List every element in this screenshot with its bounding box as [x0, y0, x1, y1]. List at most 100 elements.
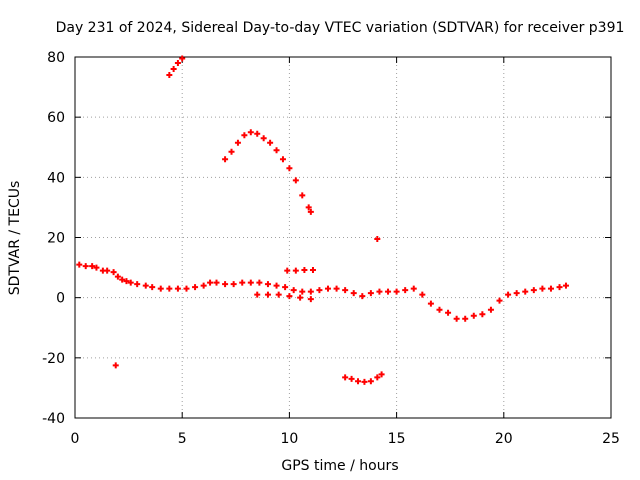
data-point — [462, 315, 469, 322]
data-point — [123, 278, 130, 285]
y-tick-label: 0 — [56, 291, 65, 307]
data-point — [93, 264, 100, 271]
data-point — [410, 285, 417, 292]
data-point — [342, 374, 349, 381]
y-tick-label: 80 — [47, 50, 65, 66]
x-axis-label: GPS time / hours — [281, 458, 398, 474]
data-point — [361, 378, 368, 385]
data-point — [374, 236, 381, 243]
data-point — [82, 263, 89, 270]
data-point — [307, 296, 314, 303]
data-point — [556, 284, 563, 291]
data-point — [305, 204, 312, 211]
data-point — [247, 279, 254, 286]
data-point — [273, 147, 280, 154]
data-point — [127, 279, 134, 286]
data-point — [260, 135, 267, 142]
data-point — [228, 148, 235, 155]
data-point — [279, 156, 286, 163]
y-tick-label: 60 — [47, 110, 65, 126]
data-point — [200, 282, 207, 289]
x-tick-label: 20 — [495, 431, 513, 447]
data-point — [427, 300, 434, 307]
data-point — [267, 139, 274, 146]
data-point — [110, 269, 117, 276]
data-point — [496, 297, 503, 304]
data-point — [479, 311, 486, 318]
series-arc-negative — [342, 371, 385, 385]
data-point — [562, 282, 569, 289]
data-point — [470, 312, 477, 319]
data-point — [174, 60, 181, 67]
data-point — [230, 281, 237, 288]
data-point — [207, 279, 214, 286]
data-point — [241, 132, 248, 139]
x-tick-label: 0 — [71, 431, 80, 447]
y-tick-label: -40 — [42, 411, 65, 427]
data-point — [419, 291, 426, 298]
data-point — [309, 266, 316, 273]
data-point — [286, 165, 293, 172]
data-point — [142, 282, 149, 289]
data-point — [374, 374, 381, 381]
data-point — [539, 285, 546, 292]
data-point — [112, 362, 119, 369]
data-point — [174, 285, 181, 292]
data-point — [316, 287, 323, 294]
y-axis-label: SDTVAR / TECUs — [7, 181, 23, 296]
data-point — [264, 291, 271, 298]
x-tick-label: 5 — [178, 431, 187, 447]
data-point — [213, 279, 220, 286]
data-point — [350, 290, 357, 297]
series-arc-mid — [222, 129, 314, 215]
data-point — [254, 291, 261, 298]
data-point — [299, 192, 306, 199]
data-point — [89, 263, 96, 270]
data-point — [367, 290, 374, 297]
data-point — [256, 279, 263, 286]
data-point — [505, 291, 512, 298]
data-points — [76, 55, 569, 385]
data-point — [445, 309, 452, 316]
axis-ticks: 0 5 10 15 20 25 -40 -20 0 20 40 60 80 — [42, 50, 620, 447]
data-point — [114, 273, 121, 280]
data-point — [385, 288, 392, 295]
data-point — [264, 281, 271, 288]
data-point — [76, 261, 83, 268]
data-point — [234, 139, 241, 146]
data-point — [273, 282, 280, 289]
data-point — [402, 287, 409, 294]
data-point — [453, 315, 460, 322]
data-point — [307, 208, 314, 215]
data-point — [348, 375, 355, 382]
data-point — [284, 267, 291, 274]
data-point — [355, 378, 362, 385]
data-point — [393, 288, 400, 295]
x-tick-label: 10 — [280, 431, 298, 447]
data-point — [522, 288, 529, 295]
data-point — [359, 293, 366, 300]
data-point — [378, 371, 385, 378]
data-point — [183, 285, 190, 292]
series-upper-segment-10h — [284, 266, 316, 274]
y-tick-label: -20 — [42, 351, 65, 367]
data-point — [297, 294, 304, 301]
chart-title: Day 231 of 2024, Sidereal Day-to-day VTE… — [56, 20, 625, 36]
grid — [75, 57, 611, 418]
data-point — [282, 284, 289, 291]
y-tick-label: 40 — [47, 170, 65, 186]
data-point — [166, 72, 173, 79]
series-outliers — [112, 236, 381, 369]
data-point — [292, 267, 299, 274]
x-tick-label: 25 — [602, 431, 620, 447]
data-point — [166, 285, 173, 292]
x-tick-label: 15 — [388, 431, 406, 447]
data-point — [299, 288, 306, 295]
data-point — [239, 279, 246, 286]
data-point — [290, 287, 297, 294]
data-point — [342, 287, 349, 294]
data-point — [247, 129, 254, 136]
series-lower-band — [254, 291, 314, 303]
data-point — [275, 291, 282, 298]
